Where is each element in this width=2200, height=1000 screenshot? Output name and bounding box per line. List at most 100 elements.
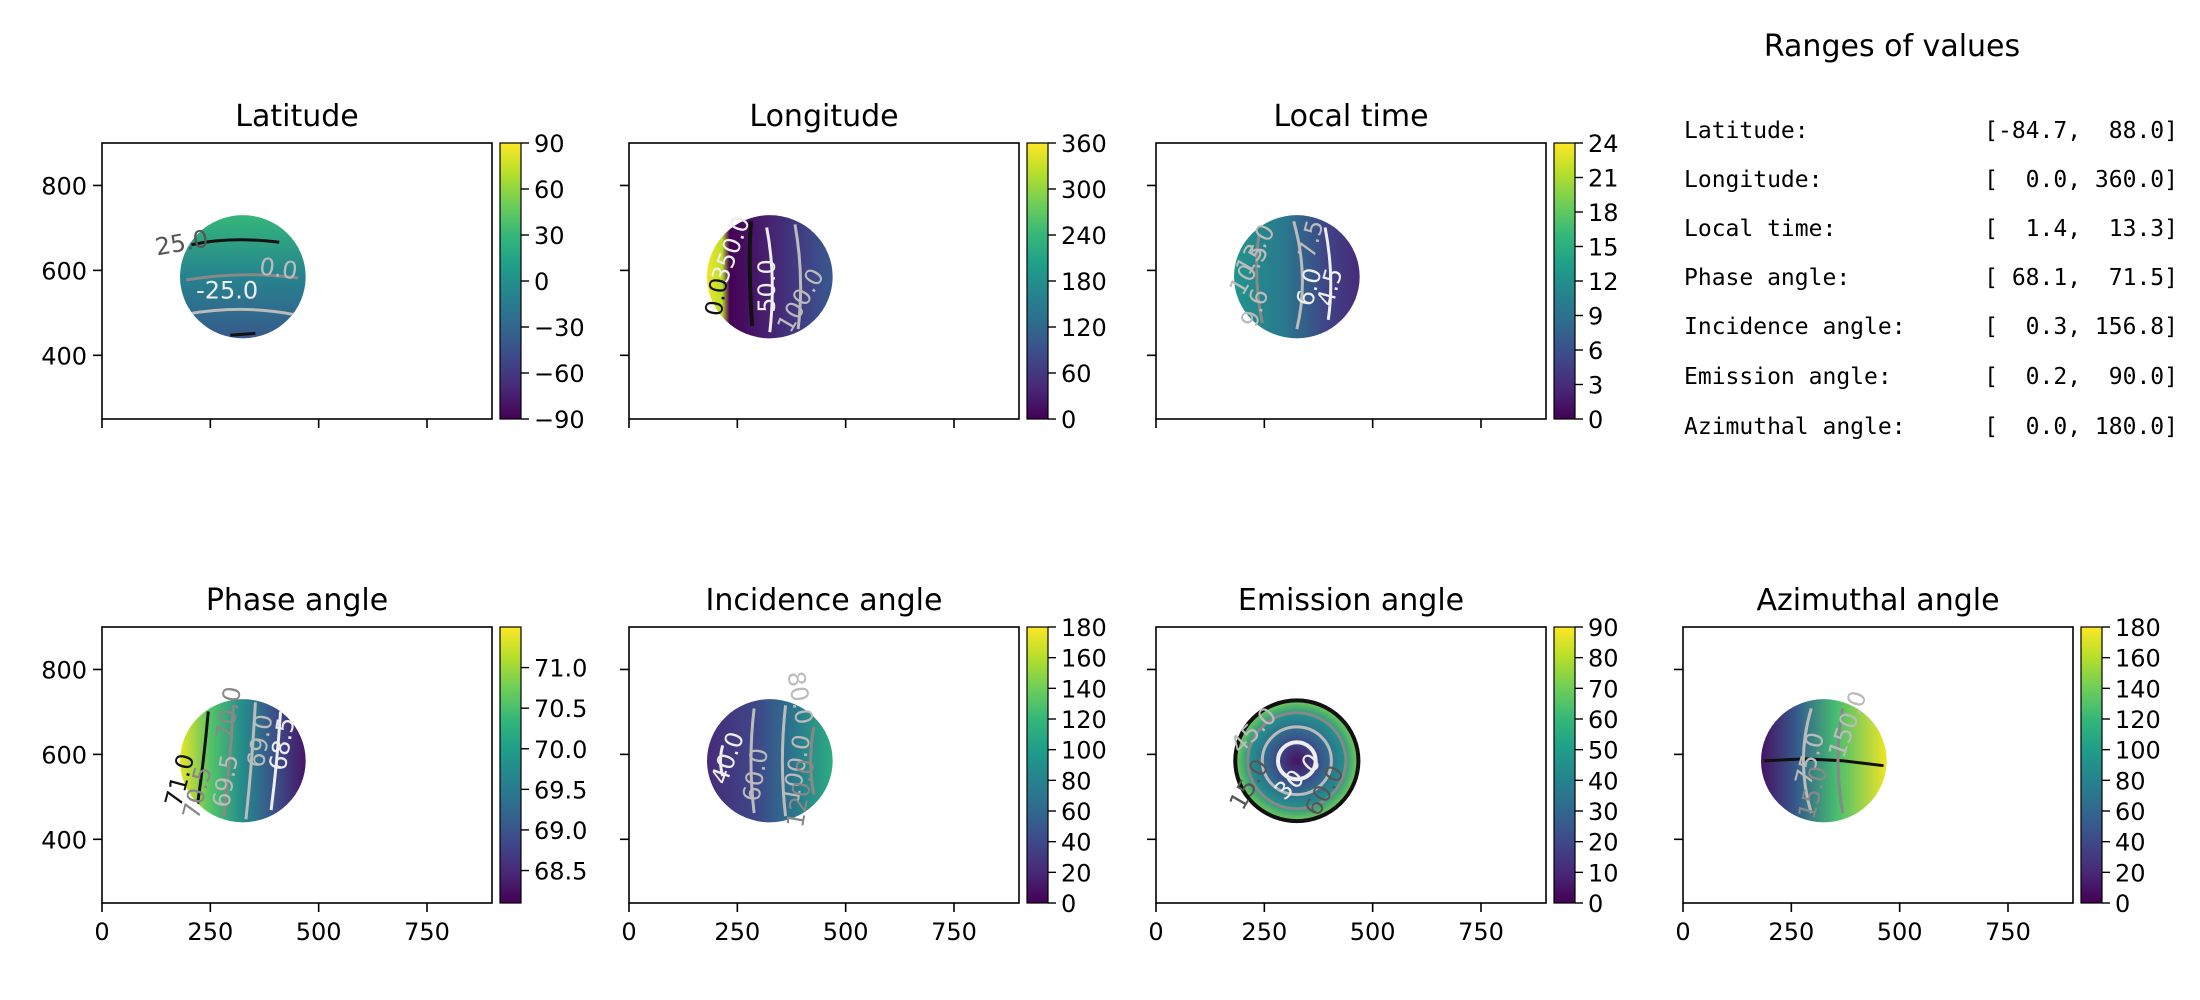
panel-title: Local time bbox=[1273, 99, 1428, 134]
axes-frame bbox=[101, 626, 493, 904]
contour-label: -25.0 bbox=[196, 276, 258, 304]
ranges-value: [ 68.1, 71.5] bbox=[1984, 265, 2178, 291]
axes-frame bbox=[1155, 142, 1547, 420]
contour-line bbox=[747, 221, 755, 327]
colorbar-tick-label: 160 bbox=[2115, 645, 2161, 673]
x-tick-label: 0 bbox=[94, 918, 109, 946]
contour-label: 50.0 bbox=[753, 259, 781, 312]
ranges-row-incidence-angle: Incidence angle: [ 0.3, 156.8] bbox=[1684, 314, 2178, 340]
x-tick-label: 750 bbox=[1458, 918, 1504, 946]
colorbar-tick-label: 0 bbox=[2115, 890, 2130, 918]
contour-line bbox=[765, 227, 774, 333]
colorbar-tick-label: 12 bbox=[1588, 268, 1619, 296]
ranges-row-local-time: Local time: [ 1.4, 13.3] bbox=[1684, 216, 2178, 242]
x-tick-label: 750 bbox=[404, 918, 450, 946]
colorbar-tick-label: 9 bbox=[1588, 303, 1603, 331]
colorbar-tick-label: 180 bbox=[2115, 614, 2161, 642]
x-tick-label: 0 bbox=[621, 918, 636, 946]
panel-latitude: Latitude25.00.0-25.04006008009060300−30−… bbox=[41, 99, 584, 434]
planet-disk bbox=[1234, 699, 1360, 823]
ranges-label: Local time: bbox=[1684, 216, 1836, 242]
colorbar-tick-label: 71.0 bbox=[534, 655, 587, 683]
colorbar-tick-label: 360 bbox=[1061, 130, 1107, 158]
colorbar-tick-label: 18 bbox=[1588, 199, 1619, 227]
ranges-row-phase-angle: Phase angle: [ 68.1, 71.5] bbox=[1684, 265, 2178, 291]
ranges-row-longitude: Longitude: [ 0.0, 360.0] bbox=[1684, 167, 2178, 193]
ranges-value: [ 1.4, 13.3] bbox=[1984, 216, 2178, 242]
contour-line bbox=[1836, 708, 1845, 814]
colorbar-tick-label: 68.5 bbox=[534, 858, 587, 886]
ranges-panel: Ranges of values Latitude: [-84.7, 88.0]… bbox=[1684, 29, 2178, 440]
x-tick-label: 500 bbox=[823, 918, 869, 946]
x-tick-label: 250 bbox=[1241, 918, 1287, 946]
colorbar-tick-label: 90 bbox=[1588, 614, 1619, 642]
x-tick-label: 0 bbox=[1675, 918, 1690, 946]
contour-line bbox=[1764, 757, 1884, 768]
colorbar-tick-label: 60 bbox=[2115, 798, 2146, 826]
ranges-value: [-84.7, 88.0] bbox=[1984, 118, 2178, 144]
contour-line bbox=[222, 705, 235, 817]
contour-line bbox=[719, 744, 725, 777]
colorbar-tick-label: 40 bbox=[1588, 767, 1619, 795]
panel-title: Incidence angle bbox=[706, 583, 943, 618]
colorbar bbox=[1553, 142, 1576, 420]
colorbar-tick-label: 0 bbox=[1061, 406, 1076, 434]
colorbar-tick-label: 90 bbox=[534, 130, 565, 158]
colorbar bbox=[499, 142, 522, 420]
y-tick-label: 600 bbox=[41, 741, 87, 769]
colorbar-tick-label: 70.0 bbox=[534, 736, 587, 764]
contour-line bbox=[189, 307, 297, 317]
panel-title: Azimuthal angle bbox=[1756, 583, 1999, 618]
ranges-label: Phase angle: bbox=[1684, 265, 1850, 291]
contour-label: 0.0 bbox=[258, 252, 300, 285]
colorbar-tick-label: −90 bbox=[534, 406, 585, 434]
contour-line bbox=[1323, 227, 1333, 321]
colorbar-tick-label: 21 bbox=[1588, 165, 1619, 193]
axes-frame bbox=[101, 142, 493, 420]
x-tick-label: 750 bbox=[1985, 918, 2031, 946]
colorbar-tick-label: 0 bbox=[1061, 890, 1076, 918]
colorbar-tick-label: −30 bbox=[534, 314, 585, 342]
colorbar bbox=[1026, 626, 1049, 904]
axes-frame bbox=[628, 142, 1020, 420]
axes-frame bbox=[628, 626, 1020, 904]
panel-title: Emission angle bbox=[1238, 583, 1464, 618]
x-tick-label: 500 bbox=[1350, 918, 1396, 946]
colorbar-tick-label: 240 bbox=[1061, 222, 1107, 250]
ranges-label: Emission angle: bbox=[1684, 364, 1892, 390]
ranges-label: Longitude: bbox=[1684, 167, 1822, 193]
colorbar-tick-label: 50 bbox=[1588, 737, 1619, 765]
y-tick-label: 800 bbox=[41, 656, 87, 684]
contour-ring bbox=[1246, 711, 1348, 811]
contour-line bbox=[1292, 220, 1304, 330]
colorbar-tick-label: 60 bbox=[1061, 798, 1092, 826]
colorbar-tick-label: 0 bbox=[1588, 406, 1603, 434]
y-tick-label: 400 bbox=[41, 826, 87, 854]
contour-lines bbox=[1764, 707, 1884, 814]
y-tick-label: 600 bbox=[41, 257, 87, 285]
contour-line bbox=[186, 273, 299, 282]
colorbar-tick-label: 69.0 bbox=[534, 817, 587, 845]
ranges-row-latitude: Latitude: [-84.7, 88.0] bbox=[1684, 118, 2178, 144]
colorbar-tick-label: 6 bbox=[1588, 337, 1603, 365]
panel-title: Latitude bbox=[235, 99, 358, 134]
colorbar-tick-label: 300 bbox=[1061, 176, 1107, 204]
x-tick-label: 500 bbox=[296, 918, 342, 946]
colorbar-tick-label: 120 bbox=[2115, 706, 2161, 734]
panel-phase-angle: Phase angle 71.0 70.5 70.0 69.5 69.0 68.5 0 250 5… bbox=[41, 583, 587, 946]
ranges-title: Ranges of values bbox=[1764, 29, 2020, 64]
contour-ring bbox=[1275, 740, 1318, 782]
colorbar-tick-label: 40 bbox=[2115, 829, 2146, 857]
colorbar-tick-label: 80 bbox=[1061, 767, 1092, 795]
contour-lines bbox=[1255, 220, 1333, 330]
contour-line bbox=[269, 711, 283, 811]
colorbar-tick-label: 0 bbox=[1588, 890, 1603, 918]
planet-disk bbox=[707, 699, 833, 823]
contour-line bbox=[190, 238, 280, 247]
colorbar-tick-label: 20 bbox=[1588, 829, 1619, 857]
colorbar-tick-label: 100 bbox=[2115, 737, 2161, 765]
colorbar-tick-label: 100 bbox=[1061, 737, 1107, 765]
colorbar-tick-label: 180 bbox=[1061, 268, 1107, 296]
